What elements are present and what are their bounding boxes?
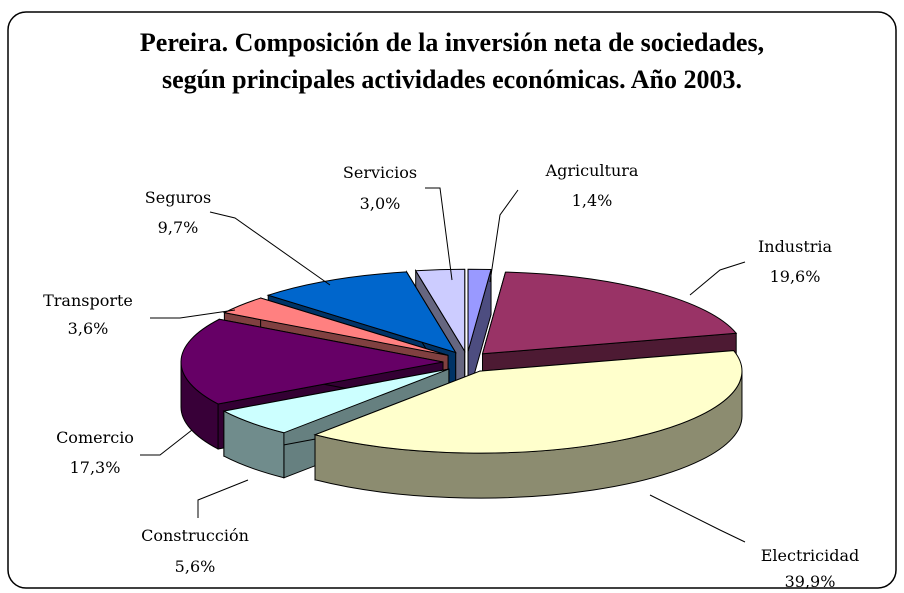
leader: [425, 187, 453, 281]
slice-top: [222, 368, 450, 434]
leader-lines: [140, 187, 746, 543]
leader: [140, 429, 193, 456]
slice-value: 17,3%: [70, 458, 121, 477]
slice-value: 39,9%: [785, 572, 836, 591]
slice-label: Agricultura: [545, 161, 639, 180]
slice: [313, 350, 743, 499]
slice-label: Seguros: [145, 188, 211, 207]
slice-value: 1,4%: [572, 191, 613, 210]
slice-label: Comercio: [56, 428, 134, 447]
chart-title: Pereira. Composición de la inversión net…: [139, 28, 765, 94]
leader: [689, 261, 746, 296]
slice-label: Industria: [758, 237, 833, 256]
leader: [150, 309, 236, 319]
leader: [649, 494, 746, 543]
pie: [180, 268, 743, 499]
slice-top: [313, 350, 743, 454]
leader: [209, 211, 331, 286]
slice-label: Servicios: [343, 163, 417, 182]
slice-top: [467, 268, 492, 352]
slice-value: 19,6%: [770, 267, 821, 286]
leader: [197, 479, 249, 518]
slice: [467, 268, 492, 397]
slice-value: 5,6%: [175, 557, 216, 576]
slice-label: Electricidad: [761, 546, 860, 565]
slice-top: [222, 297, 449, 356]
slice-value: 9,7%: [158, 218, 199, 237]
slice-top: [266, 271, 457, 354]
slice-label: Transporte: [43, 291, 133, 310]
slice-top: [414, 268, 466, 354]
leader: [489, 189, 519, 283]
slice-value: 3,0%: [360, 194, 401, 213]
slice-label: Construcción: [141, 526, 249, 545]
slice-top: [481, 271, 738, 355]
slice-value: 3,6%: [68, 319, 109, 338]
slice-top: [180, 318, 444, 405]
